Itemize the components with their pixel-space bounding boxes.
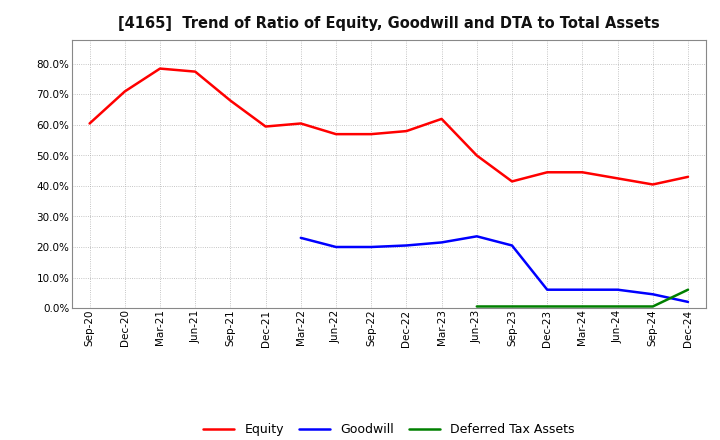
Goodwill bbox=[367, 244, 376, 249]
Deferred Tax Assets bbox=[472, 304, 481, 309]
Equity bbox=[156, 66, 164, 71]
Equity bbox=[297, 121, 305, 126]
Equity bbox=[684, 174, 693, 180]
Goodwill bbox=[437, 240, 446, 245]
Title: [4165]  Trend of Ratio of Equity, Goodwill and DTA to Total Assets: [4165] Trend of Ratio of Equity, Goodwil… bbox=[118, 16, 660, 32]
Equity bbox=[613, 176, 622, 181]
Goodwill bbox=[649, 292, 657, 297]
Goodwill bbox=[613, 287, 622, 292]
Equity bbox=[261, 124, 270, 129]
Line: Goodwill: Goodwill bbox=[301, 236, 688, 302]
Equity bbox=[85, 121, 94, 126]
Deferred Tax Assets bbox=[613, 304, 622, 309]
Goodwill bbox=[332, 244, 341, 249]
Deferred Tax Assets bbox=[543, 304, 552, 309]
Line: Equity: Equity bbox=[89, 69, 688, 184]
Legend: Equity, Goodwill, Deferred Tax Assets: Equity, Goodwill, Deferred Tax Assets bbox=[198, 418, 580, 440]
Goodwill bbox=[543, 287, 552, 292]
Equity bbox=[332, 132, 341, 137]
Equity bbox=[508, 179, 516, 184]
Equity bbox=[649, 182, 657, 187]
Equity bbox=[437, 116, 446, 121]
Equity bbox=[191, 69, 199, 74]
Goodwill bbox=[297, 235, 305, 241]
Deferred Tax Assets bbox=[508, 304, 516, 309]
Deferred Tax Assets bbox=[578, 304, 587, 309]
Equity bbox=[226, 98, 235, 103]
Line: Deferred Tax Assets: Deferred Tax Assets bbox=[477, 290, 688, 307]
Equity bbox=[578, 170, 587, 175]
Goodwill bbox=[578, 287, 587, 292]
Goodwill bbox=[684, 299, 693, 304]
Equity bbox=[472, 153, 481, 158]
Goodwill bbox=[472, 234, 481, 239]
Equity bbox=[120, 89, 129, 94]
Goodwill bbox=[508, 243, 516, 248]
Equity bbox=[402, 128, 410, 134]
Equity bbox=[543, 170, 552, 175]
Deferred Tax Assets bbox=[684, 287, 693, 292]
Deferred Tax Assets bbox=[649, 304, 657, 309]
Equity bbox=[367, 132, 376, 137]
Goodwill bbox=[402, 243, 410, 248]
